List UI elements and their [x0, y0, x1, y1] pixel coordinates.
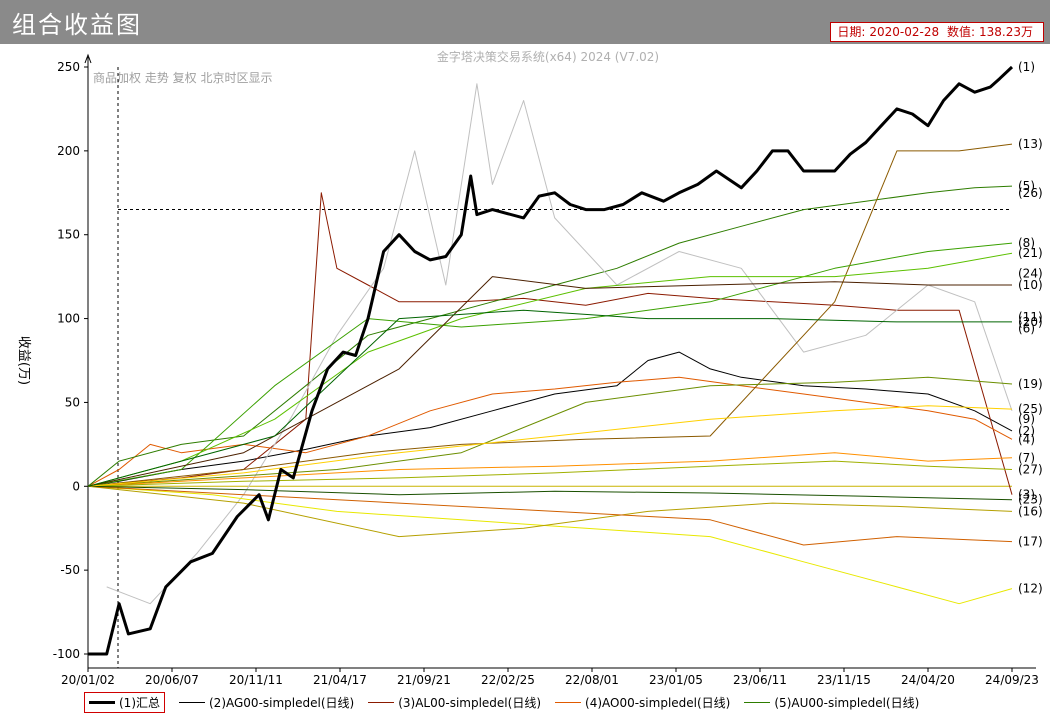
value-value: 138.23万 — [979, 25, 1033, 39]
series-line-3 — [87, 192, 1013, 495]
legend-item-2[interactable]: (2)AG00-simpledel(日线) — [179, 694, 354, 711]
legend-label: (2)AG00-simpledel(日线) — [209, 695, 355, 710]
series-end-label: (5) — [1018, 179, 1035, 193]
app-title: 组合收益图 — [12, 11, 142, 39]
legend-item-4[interactable]: (4)AO00-simpledel(日线) — [555, 694, 730, 711]
series-line-14 — [87, 452, 1013, 487]
x-tick-label: 21/04/17 — [313, 673, 367, 687]
y-axis-arrow — [84, 53, 92, 64]
series-line-6 — [106, 83, 1013, 605]
series-line-1 — [88, 65, 1014, 656]
series-end-label: (11) — [1018, 310, 1043, 324]
legend-item-5[interactable]: (5)AU00-simpledel(日线) — [744, 694, 919, 711]
legend-swatch — [179, 701, 205, 703]
series-end-label: (19) — [1018, 377, 1043, 391]
series-end-label: (17) — [1018, 535, 1043, 549]
legend-item-1[interactable]: (1)汇总 — [84, 691, 165, 713]
x-tick-label: 23/01/05 — [649, 673, 703, 687]
series-end-label: (9) — [1018, 412, 1035, 426]
x-tick-label: 23/06/11 — [733, 673, 787, 687]
x-tick-label: 20/11/11 — [229, 673, 283, 687]
x-tick-label: 23/11/15 — [817, 673, 871, 687]
y-tick-label: 150 — [57, 228, 80, 242]
series-end-label: (23) — [1018, 493, 1043, 507]
x-tick-label: 21/09/21 — [397, 673, 451, 687]
legend-label: (5)AU00-simpledel(日线) — [774, 695, 920, 710]
series-end-label: (2) — [1018, 424, 1035, 438]
series-end-label: (12) — [1018, 582, 1043, 596]
legend-swatch — [744, 701, 771, 703]
series-end-label: (7) — [1018, 451, 1035, 465]
series-line-11 — [87, 485, 1013, 546]
series-end-label: (21) — [1018, 246, 1043, 260]
legend-swatch — [89, 700, 115, 704]
series-end-label: (27) — [1018, 463, 1043, 477]
series-end-label: (1) — [1018, 60, 1035, 74]
title-bar: 组合收益图 日期: 2020-02-28 数值: 138.23万 — [0, 0, 1050, 44]
x-tick-label: 20/01/02 — [61, 673, 115, 687]
series-line-2 — [87, 351, 1013, 487]
series-line-17 — [87, 405, 1013, 487]
x-tick-label: 24/04/20 — [901, 673, 955, 687]
series-end-label: (16) — [1018, 504, 1043, 518]
series-end-label: (24) — [1018, 266, 1043, 280]
y-tick-label: 250 — [57, 60, 80, 74]
date-value: 2020-02-28 — [869, 25, 940, 39]
series-end-label: (3) — [1018, 488, 1035, 502]
series-line-7 — [87, 143, 1013, 487]
chart-header: 金字塔决策交易系统(x64) 2024 (V7.02) — [437, 49, 659, 64]
x-tick-label: 22/08/01 — [565, 673, 619, 687]
x-tick-label: 20/06/07 — [145, 673, 199, 687]
series-line-8 — [87, 376, 1013, 487]
x-tick-label: 24/09/23 — [985, 673, 1039, 687]
series-end-label: (26) — [1018, 186, 1043, 200]
x-tick-label: 22/02/25 — [481, 673, 535, 687]
date-label: 日期: — [837, 25, 866, 39]
series-line-13 — [87, 252, 1013, 487]
legend-label: (1)汇总 — [119, 695, 160, 710]
series-line-15 — [87, 460, 1013, 487]
series-end-label: (4) — [1018, 432, 1035, 446]
y-tick-label: 0 — [72, 479, 80, 493]
y-tick-label: 50 — [65, 395, 80, 409]
series-line-10 — [87, 485, 1013, 538]
legend: (1)汇总 (2)AG00-simpledel(日线) (3)AL00-simple… — [84, 691, 933, 713]
series-line-19 — [87, 309, 1012, 487]
series-line-12 — [87, 242, 1013, 487]
series-line-9 — [87, 485, 1013, 605]
y-axis-label: 收益(万) — [16, 336, 31, 385]
series-line-4 — [87, 376, 1013, 487]
series-end-label: (20) — [1018, 315, 1043, 329]
chart-area[interactable]: 金字塔决策交易系统(x64) 2024 (V7.02) 商品加权 走势 复权 北… — [0, 44, 1050, 712]
status-readout: 日期: 2020-02-28 数值: 138.23万 — [830, 22, 1044, 42]
series-end-label: (13) — [1018, 137, 1043, 151]
legend-label: (3)AL00-simpledel(日线) — [398, 695, 542, 710]
chart-subheader: 商品加权 走势 复权 北京时区显示 — [93, 70, 272, 85]
y-tick-label: 200 — [57, 144, 80, 158]
legend-swatch — [555, 701, 582, 703]
y-tick-label: -50 — [60, 563, 80, 577]
value-label: 数值: — [946, 25, 975, 39]
y-tick-label: -100 — [53, 647, 80, 661]
legend-item-3[interactable]: (3)AL00-simpledel(日线) — [368, 694, 541, 711]
y-tick-label: 100 — [57, 312, 80, 326]
series-line-18 — [87, 276, 1012, 487]
series-end-label: (8) — [1018, 236, 1035, 250]
series-line-5 — [87, 185, 1013, 487]
return-chart[interactable]: 金字塔决策交易系统(x64) 2024 (V7.02) 商品加权 走势 复权 北… — [0, 44, 1050, 692]
series-line-16 — [87, 485, 1013, 501]
series-end-label: (25) — [1018, 402, 1043, 416]
legend-swatch — [368, 701, 395, 703]
series-end-label: (6) — [1018, 322, 1035, 336]
series-end-label: (10) — [1018, 278, 1043, 292]
legend-label: (4)AO00-simpledel(日线) — [585, 695, 731, 710]
